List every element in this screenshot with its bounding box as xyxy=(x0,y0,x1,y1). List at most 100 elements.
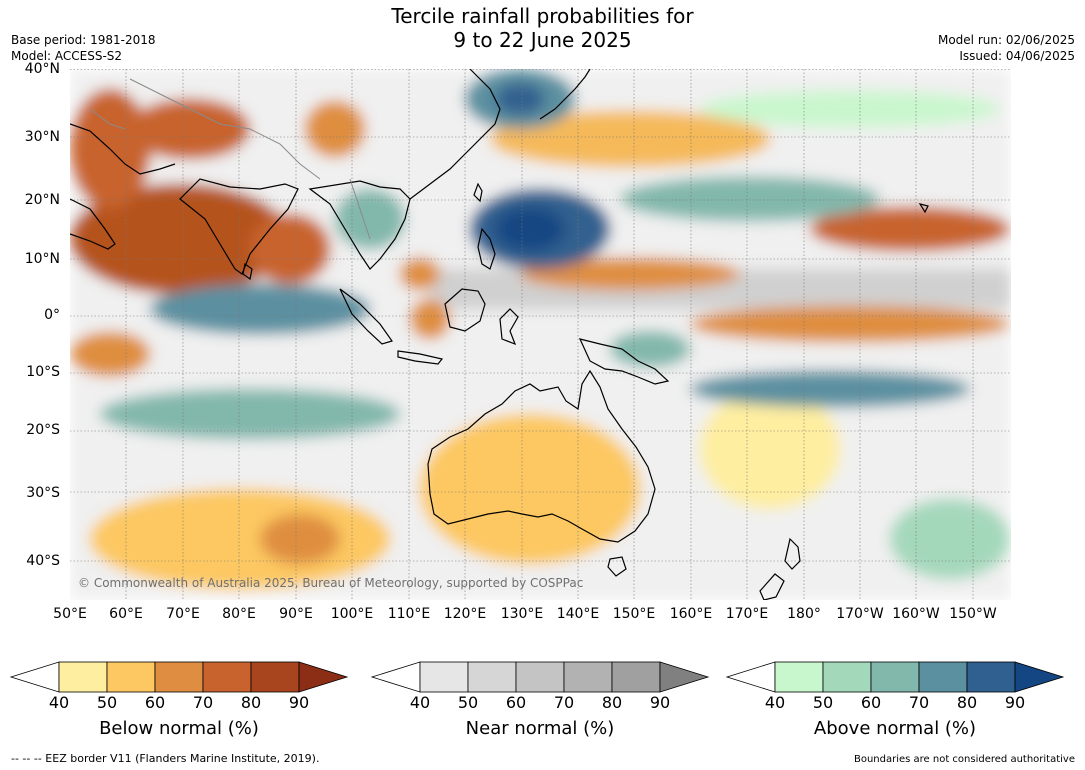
arabia-coast xyxy=(69,198,116,250)
cb-above-tick-70: 70 xyxy=(908,693,930,712)
indochina-coast xyxy=(308,180,411,270)
sulawesi-coast xyxy=(499,308,519,346)
colorbar-near-extend-high xyxy=(659,661,710,693)
lon-label-130e: 130°E xyxy=(500,606,544,622)
china-coast xyxy=(409,68,501,200)
cb-above-tick-60: 60 xyxy=(860,693,882,712)
map-canvas: © Commonwealth of Australia 2025, Bureau… xyxy=(69,68,1011,601)
lon-label-150e: 150°E xyxy=(612,606,656,622)
coastlines xyxy=(69,68,929,601)
colorbar-below-extend-high xyxy=(298,661,349,693)
lon-label-100e: 100°E xyxy=(330,606,374,622)
colorbar-above-bin-1 xyxy=(822,661,872,693)
model-name-text: Model: ACCESS-S2 xyxy=(11,49,123,63)
lon-label-70e: 70°E xyxy=(166,606,200,622)
india-coast xyxy=(179,178,299,275)
base-period-text: Base period: 1981-2018 xyxy=(11,33,156,47)
colorbar-near-bin-4 xyxy=(611,661,661,693)
lon-label-160w: 160°W xyxy=(892,606,940,622)
colorbar-near-title: Near normal (%) xyxy=(465,718,615,739)
rainfall-map: © Commonwealth of Australia 2025, Bureau… xyxy=(69,68,1011,601)
cb-above-tick-50: 50 xyxy=(812,693,834,712)
lat-label-30n: 30°N xyxy=(24,129,60,145)
borneo-coast xyxy=(444,288,486,332)
map-title: Tercile rainfall probabilities for 9 to … xyxy=(0,4,1085,52)
colorbar-above-bin-0 xyxy=(774,661,824,693)
country-borders xyxy=(89,78,371,240)
tasmania-coast xyxy=(607,556,627,577)
lon-label-170e: 170°E xyxy=(725,606,769,622)
cb-below-tick-60: 60 xyxy=(144,693,166,712)
colorbar-below-bin-0 xyxy=(58,661,108,693)
colorbar-above-bin-3 xyxy=(918,661,968,693)
lat-label-0: 0° xyxy=(44,307,60,323)
taiwan-coast xyxy=(473,182,483,203)
colorbar-near-bin-3 xyxy=(563,661,613,693)
lon-label-110e: 110°E xyxy=(387,606,431,622)
model-run-text: Model run: 02/06/2025 xyxy=(937,33,1075,47)
colorbar-above-extend-low xyxy=(725,661,776,693)
colorbar-below-bin-1 xyxy=(106,661,156,693)
colorbar-above-extend-high xyxy=(1014,661,1065,693)
colorbar-above-bin-4 xyxy=(966,661,1016,693)
copyright-text: © Commonwealth of Australia 2025, Bureau… xyxy=(78,576,583,590)
colorbar-below-bin-4 xyxy=(250,661,300,693)
colorbar-near-bin-0 xyxy=(419,661,469,693)
colorbar-near-normal xyxy=(370,661,710,693)
run-info: Model run: 02/06/2025 Issued: 04/06/2025 xyxy=(938,32,1075,64)
colorbar-above-title: Above normal (%) xyxy=(813,718,977,739)
lat-label-40n: 40°N xyxy=(24,61,60,77)
lat-label-20s: 20°S xyxy=(26,422,60,438)
colorbar-below-normal xyxy=(9,661,349,693)
lon-label-150w: 150°W xyxy=(949,606,997,622)
lon-label-90e: 90°E xyxy=(279,606,313,622)
probability-shading xyxy=(70,69,1011,600)
colorbar-below-extend-low xyxy=(9,661,60,693)
hawaii-coast xyxy=(918,203,929,214)
model-info: Base period: 1981-2018 Model: ACCESS-S2 xyxy=(11,32,156,64)
java-coast xyxy=(397,350,444,365)
lon-label-170w: 170°W xyxy=(836,606,884,622)
cb-above-tick-80: 80 xyxy=(956,693,978,712)
lat-label-30s: 30°S xyxy=(26,485,60,501)
sumatra-coast xyxy=(339,288,393,345)
lon-label-50e: 50°E xyxy=(53,606,87,622)
colorbar-near-bin-2 xyxy=(515,661,565,693)
lat-label-40s: 40°S xyxy=(26,553,60,569)
colorbar-near-extend-low xyxy=(370,661,421,693)
graticule xyxy=(70,69,1011,600)
title-line-1: Tercile rainfall probabilities for xyxy=(391,4,694,28)
cb-near-tick-80: 80 xyxy=(601,693,623,712)
australia-coast xyxy=(427,369,656,543)
cb-above-tick-90: 90 xyxy=(1004,693,1026,712)
cb-near-tick-70: 70 xyxy=(553,693,575,712)
lon-label-140e: 140°E xyxy=(556,606,600,622)
colorbar-above-normal xyxy=(725,661,1065,693)
cb-below-tick-90: 90 xyxy=(288,693,310,712)
colorbars xyxy=(9,661,1065,693)
cb-above-tick-40: 40 xyxy=(764,693,786,712)
colorbar-near-bin-1 xyxy=(467,661,517,693)
cb-below-tick-40: 40 xyxy=(48,693,70,712)
boundaries-note: Boundaries are not considered authoritat… xyxy=(853,754,1075,765)
colorbar-below-bin-3 xyxy=(202,661,252,693)
cb-near-tick-90: 90 xyxy=(649,693,671,712)
sri-lanka-coast xyxy=(242,262,253,281)
cb-below-tick-70: 70 xyxy=(192,693,214,712)
cb-below-tick-80: 80 xyxy=(240,693,262,712)
colorbar-below-title: Below normal (%) xyxy=(99,718,259,739)
eez-border-note: -- -- -- EEZ border V11 (Flanders Marine… xyxy=(11,752,320,765)
new-guinea-coast xyxy=(578,338,670,385)
middle-east-coast xyxy=(69,123,176,175)
cb-near-tick-60: 60 xyxy=(505,693,527,712)
colorbar-above-bin-2 xyxy=(870,661,920,693)
japan-coast xyxy=(539,68,591,120)
lon-label-120e: 120°E xyxy=(443,606,487,622)
philippines-coast xyxy=(477,227,496,270)
colorbar-below-bin-2 xyxy=(154,661,204,693)
new-zealand-coast xyxy=(759,537,801,601)
lat-label-10s: 10°S xyxy=(26,364,60,380)
lon-label-160e: 160°E xyxy=(669,606,713,622)
cb-near-tick-40: 40 xyxy=(409,693,431,712)
cb-near-tick-50: 50 xyxy=(457,693,479,712)
